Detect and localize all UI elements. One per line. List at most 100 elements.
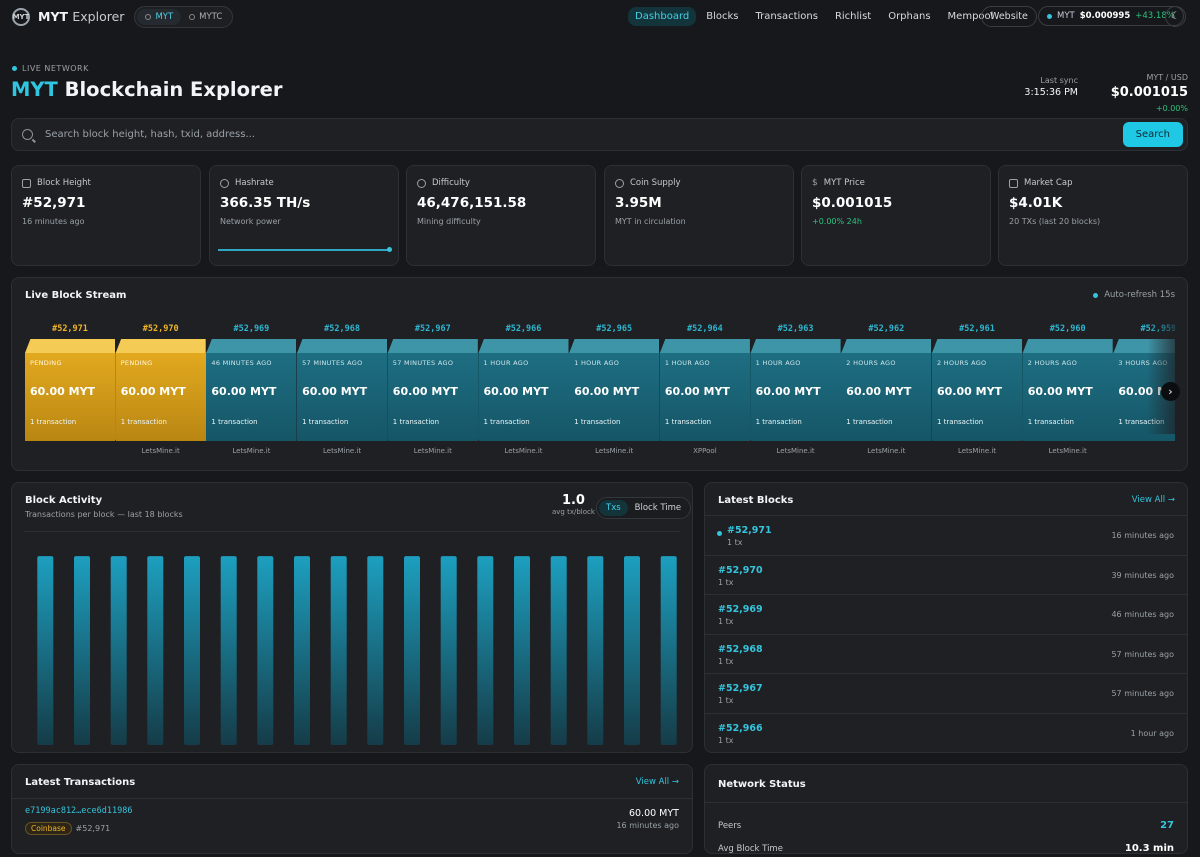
live-dot-icon — [717, 531, 722, 536]
block-height: #52,960 — [1049, 324, 1086, 334]
list-item[interactable]: #52,968 1 tx 57 minutes ago — [705, 635, 1187, 674]
website-button[interactable]: Website — [981, 6, 1037, 27]
block-card[interactable]: #52,963 1 HOUR AGO 60.00 MYT 1 transaction L… — [750, 324, 851, 455]
toggle-block-time[interactable]: Block Time — [634, 503, 682, 513]
block-reward: 60.00 MYT — [755, 385, 821, 398]
block-time: 1 HOUR AGO — [755, 359, 801, 367]
chart-bar[interactable] — [330, 556, 347, 745]
coin-icon — [145, 13, 152, 20]
cube-face: PENDING 60.00 MYT 1 transaction — [115, 353, 206, 441]
search-button[interactable]: Search — [1122, 122, 1183, 147]
search-input[interactable] — [45, 129, 1123, 140]
block-time: 1 HOUR AGO — [483, 359, 529, 367]
block-tx-count: 1 transaction — [30, 418, 77, 426]
stat-coin-supply[interactable]: Coin Supply 3.95M MYT in circulation — [604, 165, 794, 266]
chart-bar[interactable] — [37, 556, 54, 745]
nav-transactions[interactable]: Transactions — [755, 11, 818, 22]
chart-bar[interactable] — [294, 556, 310, 745]
latest-blocks-title: Latest Blocks — [718, 495, 794, 506]
latest-transactions: Latest Transactions View All → e7199ac81… — [11, 764, 693, 854]
stat-difficulty[interactable]: Difficulty 46,476,151.58 Mining difficul… — [406, 165, 596, 266]
list-item[interactable]: #52,969 1 tx 46 minutes ago — [705, 595, 1187, 635]
block-card[interactable]: #52,960 2 HOURS AGO 60.00 MYT 1 transaction… — [1022, 324, 1123, 455]
block-card[interactable]: #52,969 46 MINUTES AGO 60.00 MYT 1 transact… — [206, 324, 307, 455]
block-card[interactable]: #52,971 PENDING 60.00 MYT 1 transaction — [25, 324, 125, 447]
nav-mempool[interactable]: Mempool — [947, 11, 994, 22]
list-item[interactable]: #52,967 1 tx 57 minutes ago — [705, 674, 1187, 714]
chart-bar[interactable] — [404, 556, 420, 745]
nav-orphans[interactable]: Orphans — [888, 11, 931, 22]
chart-bar[interactable] — [440, 556, 457, 745]
chart-bar[interactable] — [147, 556, 164, 745]
toggle-txs[interactable]: Txs — [599, 500, 628, 516]
chart-bar[interactable] — [110, 556, 127, 745]
theme-toggle-moon-icon[interactable]: ☾ — [1165, 6, 1186, 27]
list-item[interactable]: #52,966 1 tx 1 hour ago — [705, 714, 1187, 753]
block-height: #52,961 — [959, 324, 995, 334]
cube-top — [1022, 339, 1113, 353]
block-card[interactable]: #52,964 1 HOUR AGO 60.00 MYT 1 transaction X… — [659, 324, 760, 455]
tx-age: 16 minutes ago — [616, 821, 679, 830]
block-reward: 60.00 MYT — [937, 385, 1003, 398]
block-cube: 1 HOUR AGO 60.00 MYT 1 transaction — [478, 339, 579, 441]
block-card[interactable]: #52,962 2 HOURS AGO 60.00 MYT 1 transaction… — [841, 324, 942, 455]
block-tx-count: 1 transaction — [755, 418, 802, 426]
tx-hash[interactable]: e7199ac812…ece6d11986 — [25, 806, 133, 816]
block-card[interactable]: #52,970 PENDING 60.00 MYT 1 transaction Lets… — [115, 324, 216, 455]
block-cube: 57 MINUTES AGO 60.00 MYT 1 transaction — [387, 339, 488, 441]
live-network-tag: LIVE NETWORK — [12, 64, 89, 73]
cube-face: 57 MINUTES AGO 60.00 MYT 1 transaction — [297, 353, 388, 441]
search-icon — [22, 129, 33, 140]
list-item[interactable]: #52,971 1 tx 16 minutes ago — [705, 516, 1187, 556]
chart-bar[interactable] — [550, 556, 567, 745]
block-activity: Block Activity Transactions per block — … — [11, 482, 693, 753]
latest-tx-view-all[interactable]: View All → — [635, 777, 679, 787]
logo-icon[interactable]: MYT — [12, 7, 30, 26]
chart-bar[interactable] — [587, 556, 604, 745]
chart-bar[interactable] — [624, 556, 640, 745]
chart-bar[interactable] — [257, 556, 274, 745]
block-card[interactable]: #52,961 2 HOURS AGO 60.00 MYT 1 transaction… — [932, 324, 1032, 455]
chevron-right-icon[interactable]: › — [1161, 382, 1180, 401]
stat-hashrate[interactable]: Hashrate 366.35 TH/s Network power — [209, 165, 399, 266]
block-card[interactable]: #52,966 1 HOUR AGO 60.00 MYT 1 transaction L… — [478, 324, 579, 455]
chart-bar[interactable] — [660, 556, 677, 745]
search-bar: Search — [11, 118, 1188, 151]
stat-market-cap[interactable]: Market Cap $4.01K 20 TXs (last 20 blocks… — [998, 165, 1188, 266]
nav-blocks[interactable]: Blocks — [706, 11, 739, 22]
chart-bar[interactable] — [220, 556, 237, 745]
chart-bar[interactable] — [514, 556, 530, 745]
nav-richlist[interactable]: Richlist — [834, 11, 872, 22]
chart-bar[interactable] — [367, 556, 384, 745]
block-tx-count: 1 transaction — [664, 418, 712, 426]
chart-bar[interactable] — [477, 556, 494, 745]
block-cube: PENDING 60.00 MYT 1 transaction — [25, 339, 125, 441]
block-height: #52,969 — [233, 324, 270, 334]
block-card[interactable]: #52,965 1 HOUR AGO 60.00 MYT 1 transaction L… — [569, 324, 670, 455]
latest-blocks-view-all[interactable]: View All → — [1131, 495, 1175, 505]
block-reward: 60.00 MYT — [846, 385, 912, 398]
brand[interactable]: MYT Explorer — [38, 9, 125, 24]
block-card[interactable]: #52,967 57 MINUTES AGO 60.00 MYT 1 transact… — [387, 324, 488, 455]
chart-bar[interactable] — [74, 556, 90, 745]
chart-bar[interactable] — [184, 556, 200, 745]
cube-top — [115, 339, 206, 353]
latest-blocks: Latest Blocks View All → #52,971 1 tx 16… — [704, 482, 1188, 753]
network-status-title: Network Status — [718, 779, 806, 790]
price-ticker[interactable]: MYT $0.000995 +43.18% — [1038, 6, 1184, 26]
network-status: Network Status Peers 27 Avg Block Time 10.… — [704, 764, 1188, 854]
cube-face: 2 HOURS AGO 60.00 MYT 1 transaction — [841, 353, 932, 441]
stat-price[interactable]: $ MYT Price $0.001015 +0.00% 24h — [801, 165, 991, 266]
coin-option-mytc[interactable]: MYTC — [181, 9, 230, 25]
last-sync: Last sync 3:15:36 PM — [1024, 76, 1078, 98]
nav-dashboard[interactable]: Dashboard — [628, 7, 697, 26]
table-row[interactable]: e7199ac812…ece6d11986 Coinbase #52,971 60… — [12, 799, 692, 842]
cube-face: 57 MINUTES AGO 60.00 MYT 1 transaction — [387, 353, 478, 441]
cube-top — [659, 339, 750, 353]
stat-block-height[interactable]: Block Height #52,971 16 minutes ago — [11, 165, 201, 266]
coin-option-myt[interactable]: MYT — [137, 8, 182, 25]
coinbase-badge: Coinbase — [25, 822, 72, 835]
block-card[interactable]: #52,968 57 MINUTES AGO 60.00 MYT 1 transact… — [297, 324, 398, 455]
list-item[interactable]: #52,970 1 tx 39 minutes ago — [705, 556, 1187, 595]
page-title: MYT Blockchain Explorer — [11, 78, 283, 101]
